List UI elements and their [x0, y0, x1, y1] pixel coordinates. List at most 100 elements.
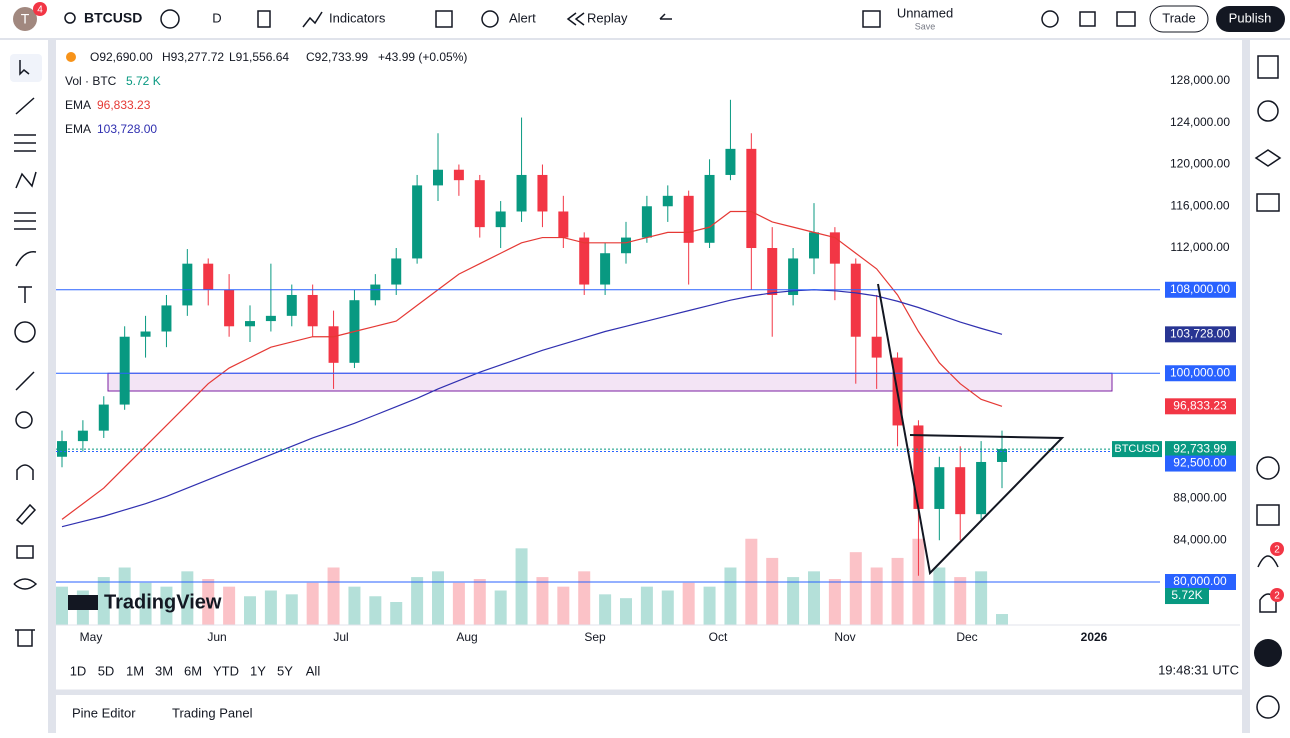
candle-body	[391, 258, 402, 285]
candle-body	[265, 315, 276, 322]
volume-label-box	[1165, 588, 1209, 605]
range-button[interactable]: 1Y	[250, 663, 266, 678]
apps-button[interactable]	[1254, 639, 1282, 667]
candle-body	[621, 237, 631, 254]
price-label-box	[1165, 281, 1236, 298]
add-symbol[interactable]	[160, 9, 180, 29]
layout-name[interactable]: Unnamed	[897, 5, 953, 20]
volume-bar	[682, 582, 695, 625]
volume-bar	[494, 590, 507, 625]
volume-bar	[223, 586, 236, 625]
replay-icon	[566, 12, 585, 26]
volume-bar	[975, 571, 988, 625]
symbol-tag: BTCUSD	[1114, 443, 1159, 455]
range-button[interactable]: 3M	[155, 663, 173, 678]
volume-bar	[766, 557, 779, 625]
candle-body	[182, 263, 193, 306]
price-label: 92,500.00	[1173, 456, 1227, 470]
candle-body	[224, 289, 235, 327]
candle-body	[203, 263, 214, 290]
candle-body	[725, 148, 736, 175]
chart-type-icon[interactable]	[257, 10, 271, 28]
sidebar-icons	[1254, 55, 1282, 719]
publish-button[interactable]	[1216, 6, 1285, 32]
trendline-drawing	[877, 283, 1065, 576]
snapshot-icon[interactable]	[1116, 11, 1136, 27]
volume-bar	[599, 594, 612, 625]
candle-body	[98, 404, 109, 431]
legend-text: C92,733.99	[306, 50, 368, 64]
volume-bar	[244, 596, 256, 625]
price-label: 80,000.00	[1173, 574, 1227, 588]
legend-text: Vol · BTC	[65, 74, 117, 88]
volume-bar	[515, 548, 528, 625]
range-button[interactable]: 5D	[98, 663, 115, 678]
layout-icon[interactable]	[862, 10, 881, 28]
price-label-box	[1165, 398, 1236, 415]
x-tick-label: Aug	[456, 630, 477, 644]
candle-body	[245, 321, 255, 327]
candle-body	[558, 211, 569, 238]
trade-button[interactable]	[1149, 5, 1209, 33]
watermark-logo	[68, 595, 98, 610]
badge-count: 4	[37, 5, 43, 16]
x-tick-label: May	[80, 630, 103, 644]
range-button[interactable]: YTD	[213, 663, 239, 678]
legend-dot	[66, 52, 76, 62]
volume-bar	[452, 582, 465, 625]
range-button[interactable]: 1D	[70, 663, 87, 678]
range-button[interactable]: 6M	[184, 663, 202, 678]
volume-bar	[933, 567, 946, 625]
candle-body	[328, 326, 339, 363]
volume-bar	[139, 582, 152, 625]
volume-bar	[432, 571, 444, 625]
volume-label: 5.72K	[1171, 588, 1202, 602]
save-label[interactable]: Save	[915, 21, 936, 31]
legend-text: +43.99 (+0.05%)	[378, 50, 467, 64]
alert-icon	[481, 10, 499, 28]
volume-bar	[536, 577, 549, 625]
fullscreen-icon[interactable]	[1079, 11, 1096, 27]
indicators-icon	[302, 11, 323, 28]
panel-tab[interactable]: Trading Panel	[172, 705, 253, 720]
volume-bar	[787, 577, 800, 625]
price-label: 96,833.23	[1173, 398, 1227, 412]
templates-icon[interactable]	[435, 10, 453, 28]
x-tick-label: Dec	[956, 630, 977, 644]
range-button[interactable]: 5Y	[277, 663, 293, 678]
volume-bar	[306, 582, 319, 625]
legend-text: 5.72 K	[126, 74, 161, 88]
indicators-button[interactable]: Indicators	[329, 10, 386, 25]
volume-bar	[369, 596, 382, 625]
x-tick-label: Nov	[834, 630, 855, 644]
symbol-tag-box	[1112, 441, 1162, 458]
avatar-letter: T	[21, 11, 30, 27]
candle-body	[307, 294, 318, 327]
panel-tab[interactable]: Pine Editor	[72, 705, 136, 720]
volume-bar	[411, 577, 424, 625]
candle-body	[767, 248, 778, 295]
candle-body	[119, 336, 130, 405]
candle-body	[140, 331, 151, 337]
candle-body	[934, 467, 945, 509]
avatar[interactable]	[13, 7, 37, 31]
symbol[interactable]: BTCUSD	[84, 10, 142, 26]
publish-label: Publish	[1229, 10, 1272, 25]
price-label-box	[1165, 326, 1236, 343]
range-button[interactable]: 1M	[126, 663, 144, 678]
y-tick-label: 112,000.00	[1170, 240, 1229, 254]
volume-bar	[160, 586, 173, 625]
ema-line	[61, 289, 1003, 528]
bottom-panel	[56, 695, 1242, 733]
alert-button[interactable]: Alert	[509, 10, 536, 25]
sidebar-badge	[1270, 542, 1284, 556]
replay-button[interactable]: Replay	[587, 10, 628, 25]
interval[interactable]: D	[212, 10, 221, 25]
y-tick-label: 128,000.00	[1170, 73, 1230, 87]
range-button[interactable]: All	[306, 663, 321, 678]
candle-body	[370, 284, 381, 301]
settings-icon[interactable]	[1041, 10, 1059, 28]
undo[interactable]	[659, 13, 672, 20]
candle-body	[704, 174, 715, 243]
candle-body	[976, 461, 987, 515]
